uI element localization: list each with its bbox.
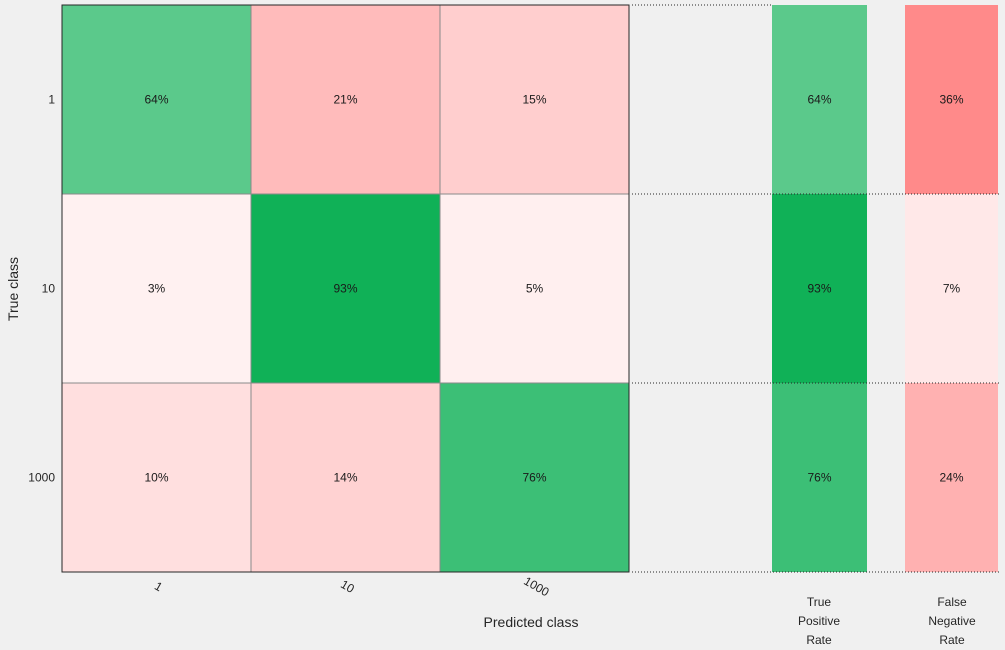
tpr-header: True Positive Rate <box>798 595 840 647</box>
fnr-cell-0 <box>905 5 998 194</box>
fnr-header-line-2: Negative <box>928 614 976 628</box>
matrix-cell-label-2-0: 10% <box>144 471 168 485</box>
tpr-header-line-2: Positive <box>798 614 840 628</box>
matrix-cell-label-0-0: 64% <box>144 93 168 107</box>
matrix-cells: 64% 21% 15% 3% 93% 5% 10% 14% 76% <box>62 5 629 572</box>
x-axis-label: Predicted class <box>484 614 579 630</box>
fnr-cell-label-1: 7% <box>943 282 961 296</box>
tpr-cell-0 <box>772 5 867 194</box>
matrix-cell-2-2 <box>440 383 629 572</box>
tpr-cell-label-2: 76% <box>807 471 831 485</box>
x-tick-0: 1 <box>152 579 165 595</box>
matrix-grid <box>61 4 630 573</box>
matrix-border <box>61 4 630 573</box>
matrix-cell-2-1 <box>251 383 440 572</box>
fnr-cell-label-2: 24% <box>939 471 963 485</box>
y-tick-1: 10 <box>42 282 56 296</box>
tpr-header-line-3: Rate <box>806 633 832 647</box>
summary-dividers <box>632 4 999 573</box>
matrix-cell-0-1 <box>251 5 440 194</box>
x-tick-1: 10 <box>338 577 357 596</box>
fnr-cell-1 <box>905 194 998 383</box>
matrix-cell-label-1-1: 93% <box>333 282 357 296</box>
y-tick-0: 1 <box>48 93 55 107</box>
matrix-cell-0-2 <box>440 5 629 194</box>
y-axis-label: True class <box>5 257 21 321</box>
fnr-header: False Negative Rate <box>928 595 976 647</box>
matrix-cell-label-0-1: 21% <box>333 93 357 107</box>
matrix-cell-1-1 <box>251 194 440 383</box>
matrix-cell-label-1-0: 3% <box>148 282 166 296</box>
summary-cells: 64% 36% 93% 7% 76% 24% <box>772 5 998 572</box>
x-tick-2: 1000 <box>521 574 551 600</box>
matrix-cell-label-2-2: 76% <box>522 471 546 485</box>
tpr-cell-label-0: 64% <box>807 93 831 107</box>
matrix-cell-label-0-2: 15% <box>522 93 546 107</box>
tpr-cell-1 <box>772 194 867 383</box>
fnr-cell-2 <box>905 383 998 572</box>
tpr-cell-label-1: 93% <box>807 282 831 296</box>
y-tick-2: 1000 <box>28 471 55 485</box>
tpr-cell-2 <box>772 383 867 572</box>
tpr-header-line-1: True <box>807 595 832 609</box>
matrix-cell-0-0 <box>62 5 251 194</box>
matrix-cell-label-1-2: 5% <box>526 282 544 296</box>
fnr-header-line-1: False <box>937 595 967 609</box>
matrix-cell-label-2-1: 14% <box>333 471 357 485</box>
fnr-cell-label-0: 36% <box>939 93 963 107</box>
matrix-cell-1-2 <box>440 194 629 383</box>
matrix-cell-1-0 <box>62 194 251 383</box>
fnr-header-line-3: Rate <box>939 633 965 647</box>
matrix-cell-2-0 <box>62 383 251 572</box>
